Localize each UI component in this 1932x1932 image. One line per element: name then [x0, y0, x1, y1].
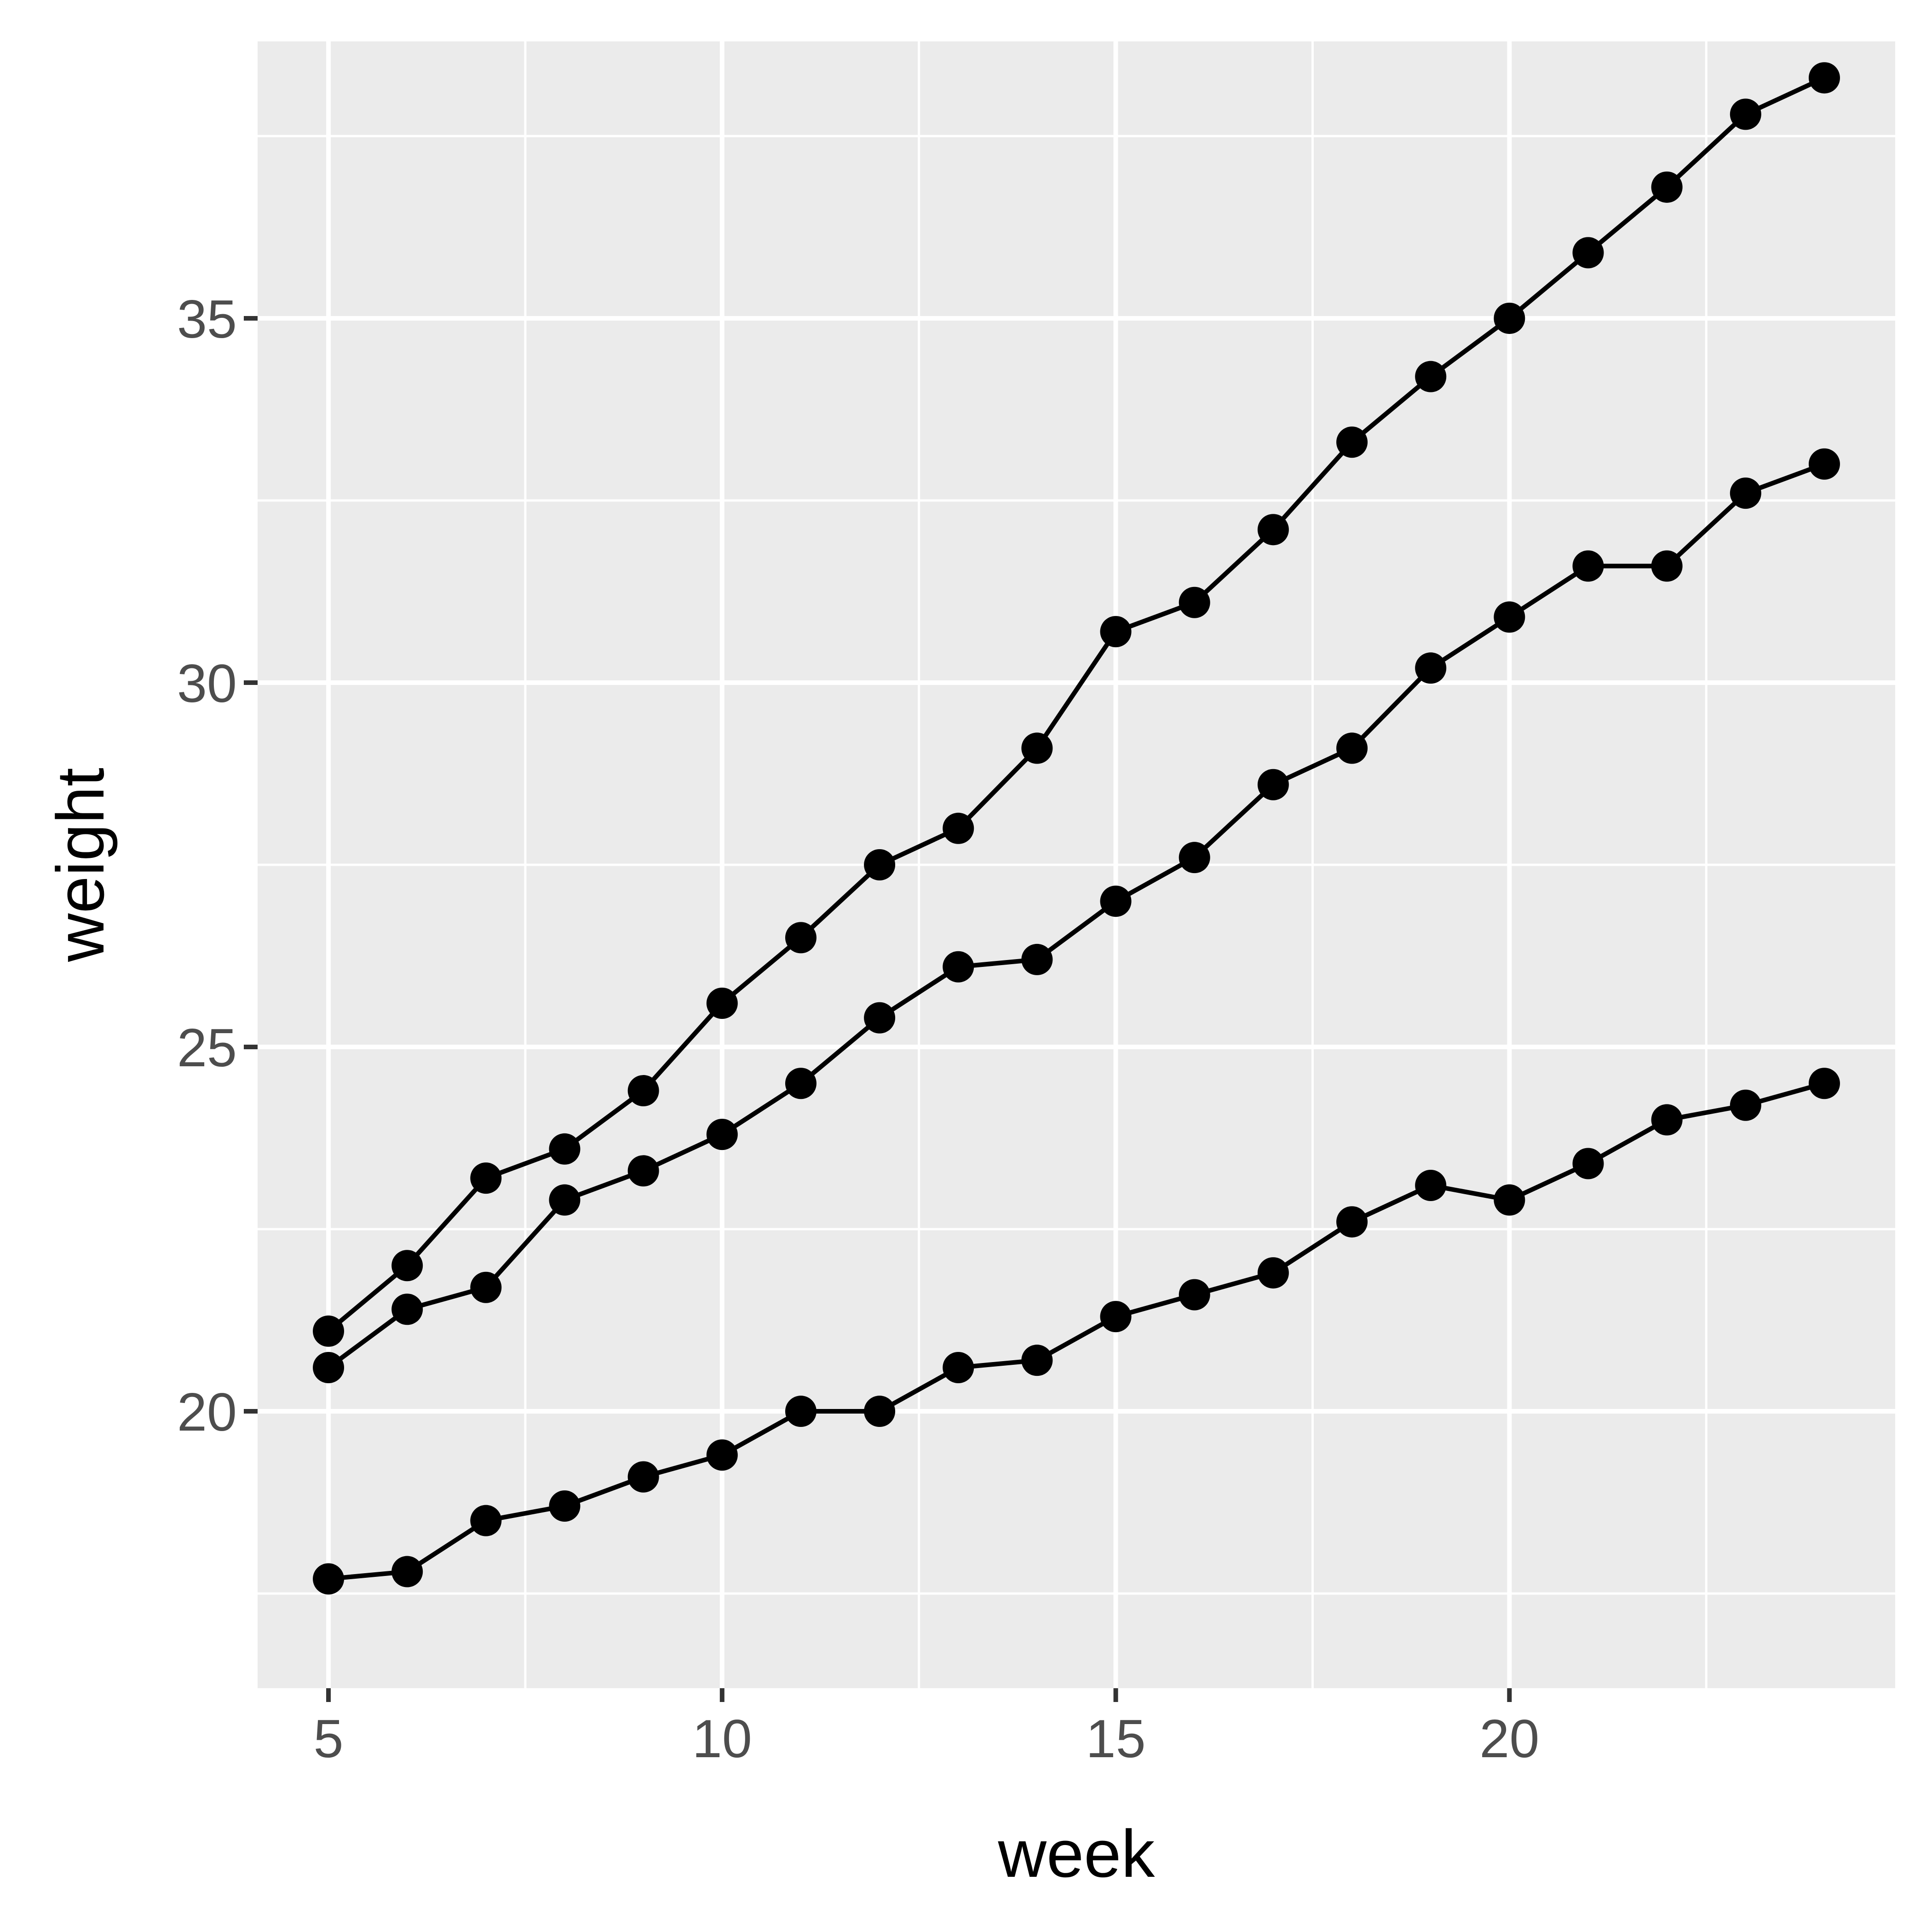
x-tick-label: 20	[1479, 1708, 1539, 1769]
data-point	[1257, 1257, 1289, 1289]
data-point	[864, 1396, 896, 1427]
data-point	[706, 1119, 738, 1150]
data-point	[313, 1315, 345, 1347]
data-point	[391, 1294, 423, 1325]
data-point	[1179, 586, 1210, 618]
x-tick-label: 10	[692, 1708, 752, 1769]
data-point	[313, 1563, 345, 1595]
data-point	[1494, 601, 1525, 633]
data-point	[1415, 1169, 1447, 1201]
y-tick-label: 20	[177, 1382, 237, 1442]
series-line-1	[327, 75, 1826, 1333]
x-tick-label: 15	[1086, 1708, 1146, 1769]
data-point	[549, 1133, 581, 1165]
data-point	[1494, 302, 1525, 334]
data-point	[1336, 732, 1368, 764]
data-point	[706, 1439, 738, 1471]
data-point	[470, 1162, 502, 1194]
data-point	[1808, 62, 1840, 94]
data-point	[785, 922, 816, 954]
data-point	[1021, 943, 1053, 975]
data-point	[1179, 1279, 1210, 1311]
data-point	[1336, 1206, 1368, 1238]
data-point	[864, 849, 896, 880]
data-point	[1021, 732, 1053, 764]
y-tick-label: 30	[177, 653, 237, 713]
data-point	[470, 1271, 502, 1303]
series-layer	[313, 62, 1840, 1595]
data-point	[1257, 514, 1289, 546]
data-point	[1572, 237, 1604, 269]
x-tick-label: 5	[313, 1708, 343, 1769]
data-point	[1651, 550, 1683, 582]
y-axis: 20 25 30 35	[177, 289, 258, 1442]
data-point	[1021, 1345, 1053, 1376]
minor-gridlines	[258, 41, 1895, 1688]
data-point	[1100, 1301, 1132, 1333]
data-point	[549, 1184, 581, 1216]
data-point	[627, 1155, 659, 1187]
data-point	[1730, 98, 1761, 130]
data-point	[785, 1396, 816, 1427]
data-point	[943, 951, 974, 983]
data-point	[1572, 1148, 1604, 1179]
data-point	[1100, 616, 1132, 648]
data-point	[549, 1490, 581, 1522]
data-point	[470, 1505, 502, 1536]
data-point	[1257, 769, 1289, 800]
y-tick-label: 25	[177, 1018, 237, 1078]
data-point	[627, 1461, 659, 1493]
data-point	[627, 1075, 659, 1107]
data-point	[864, 1002, 896, 1034]
data-point	[785, 1068, 816, 1099]
data-point	[391, 1250, 423, 1282]
data-point	[943, 1352, 974, 1384]
data-point	[1179, 842, 1210, 874]
y-axis-title: weight	[43, 768, 118, 962]
major-gridlines	[258, 41, 1895, 1688]
data-point	[1336, 426, 1368, 458]
data-point	[1730, 1089, 1761, 1121]
x-axis-title: week	[998, 1816, 1156, 1891]
data-point	[1808, 448, 1840, 480]
data-point	[706, 987, 738, 1019]
data-point	[943, 812, 974, 844]
data-point	[1415, 652, 1447, 684]
data-point	[1415, 361, 1447, 392]
data-point	[1651, 171, 1683, 203]
data-point	[1572, 550, 1604, 582]
data-point	[391, 1556, 423, 1587]
data-point	[1730, 477, 1761, 509]
data-point	[1808, 1068, 1840, 1099]
data-point	[1494, 1184, 1525, 1216]
y-tick-label: 35	[177, 289, 237, 349]
data-point	[1100, 886, 1132, 917]
data-point	[313, 1352, 345, 1384]
x-axis: 5 10 15 20	[313, 1688, 1539, 1769]
data-point	[1651, 1104, 1683, 1136]
